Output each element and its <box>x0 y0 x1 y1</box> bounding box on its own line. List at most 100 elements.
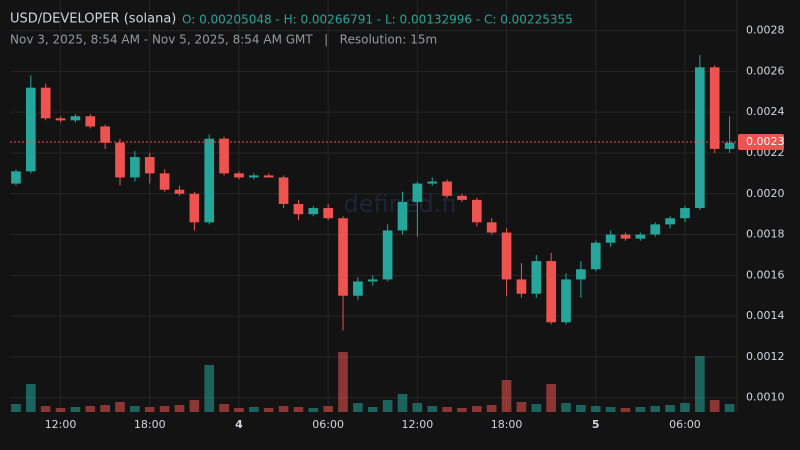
candle-body <box>635 234 646 239</box>
y-tick-label: 0.0010 <box>746 391 785 404</box>
candle-body <box>144 157 155 174</box>
volume-bar <box>620 408 631 412</box>
volume-bar <box>635 407 646 412</box>
y-tick-label: 0.0012 <box>746 350 785 363</box>
candle-body <box>486 222 497 233</box>
candle-body <box>709 67 720 149</box>
volume-bar <box>219 404 229 412</box>
x-tick-label: 4 <box>235 418 243 431</box>
candle-body <box>353 281 363 296</box>
volume-bar <box>70 407 81 412</box>
ohlc-readout: O: 0.00205048 - H: 0.00266791 - L: 0.001… <box>182 13 573 27</box>
volume-bar <box>278 406 289 412</box>
candle-body <box>11 171 21 184</box>
candle-body <box>204 138 215 223</box>
candle-body <box>323 208 333 219</box>
candle-body <box>174 189 185 194</box>
volume-bar <box>85 406 96 412</box>
candle-body <box>516 279 527 294</box>
y-tick-label: 0.0014 <box>746 309 785 322</box>
candle-body <box>605 234 616 243</box>
candle-body <box>293 203 304 215</box>
volume-bar <box>442 407 452 412</box>
candle-body <box>471 199 482 223</box>
candle-body <box>367 279 378 282</box>
volume-bar <box>680 403 690 412</box>
candle-body <box>115 142 125 178</box>
candle-body <box>665 218 675 225</box>
volume-bar <box>174 405 185 412</box>
candle-body <box>189 193 200 223</box>
volume-bar <box>576 405 586 412</box>
volume-bar <box>130 406 140 412</box>
x-tick-label: 18:00 <box>491 418 523 431</box>
volume-bar <box>665 405 675 412</box>
volume-bar <box>457 408 467 412</box>
volume-bar <box>353 403 363 412</box>
candle-body <box>70 116 81 121</box>
volume-bar <box>308 408 319 412</box>
chart-title: USD/DEVELOPER (solana) <box>10 12 176 27</box>
candle-body <box>680 208 690 219</box>
volume-bar <box>55 408 66 412</box>
x-tick-label: 12:00 <box>402 418 434 431</box>
volume-bar <box>709 400 720 412</box>
volume-bar <box>248 407 259 412</box>
candle-body <box>620 234 631 239</box>
candle-body <box>561 279 571 323</box>
volume-bar <box>501 380 512 412</box>
candle-body <box>308 208 319 215</box>
candle-body <box>25 87 36 172</box>
volume-bar <box>427 406 438 412</box>
volume-bar <box>189 400 200 412</box>
candle-body <box>40 87 51 119</box>
volume-bar <box>11 404 21 412</box>
candle-body <box>590 242 601 270</box>
x-tick-label: 12:00 <box>45 418 77 431</box>
volume-bar <box>546 384 556 412</box>
volume-bar <box>293 407 304 412</box>
y-tick-label: 0.0020 <box>746 187 785 200</box>
volume-bar <box>100 405 110 412</box>
volume-bar <box>40 406 51 412</box>
volume-bar <box>412 403 423 412</box>
candle-body <box>55 118 66 121</box>
x-tick-label: 5 <box>592 418 600 431</box>
candle-body <box>278 177 289 204</box>
volume-bar <box>263 408 274 412</box>
candle-body <box>100 126 110 143</box>
y-tick-label: 0.0018 <box>746 228 785 241</box>
candle-body <box>382 230 393 280</box>
candle-body <box>234 173 244 178</box>
volume-bar <box>516 402 527 412</box>
volume-bar <box>144 407 155 412</box>
candle-body <box>546 261 556 323</box>
volume-bar <box>323 406 333 412</box>
volume-bar <box>159 406 170 412</box>
volume-bar <box>724 404 735 412</box>
volume-bar <box>234 408 244 412</box>
volume-bar <box>695 356 705 412</box>
candle-body <box>695 67 705 209</box>
volume-bar <box>397 394 408 412</box>
x-tick-label: 18:00 <box>134 418 166 431</box>
y-tick-label: 0.0016 <box>746 268 785 281</box>
volume-bar <box>650 406 661 412</box>
candle-body <box>85 116 96 127</box>
candle-body <box>427 181 438 184</box>
x-tick-label: 06:00 <box>669 418 701 431</box>
candle-body <box>650 224 661 235</box>
candle-body <box>159 173 170 190</box>
volume-bar <box>338 352 348 412</box>
volume-bar <box>590 406 601 412</box>
volume-bar <box>204 365 215 412</box>
chart-subtitle: Nov 3, 2025, 8:54 AM - Nov 5, 2025, 8:54… <box>10 33 437 47</box>
candle-body <box>263 175 274 178</box>
volume-bar <box>561 403 571 412</box>
volume-bar <box>367 407 378 412</box>
candle-body <box>397 201 408 231</box>
candle-body <box>457 195 467 200</box>
volume-bar <box>382 400 393 412</box>
candle-body <box>219 138 229 174</box>
